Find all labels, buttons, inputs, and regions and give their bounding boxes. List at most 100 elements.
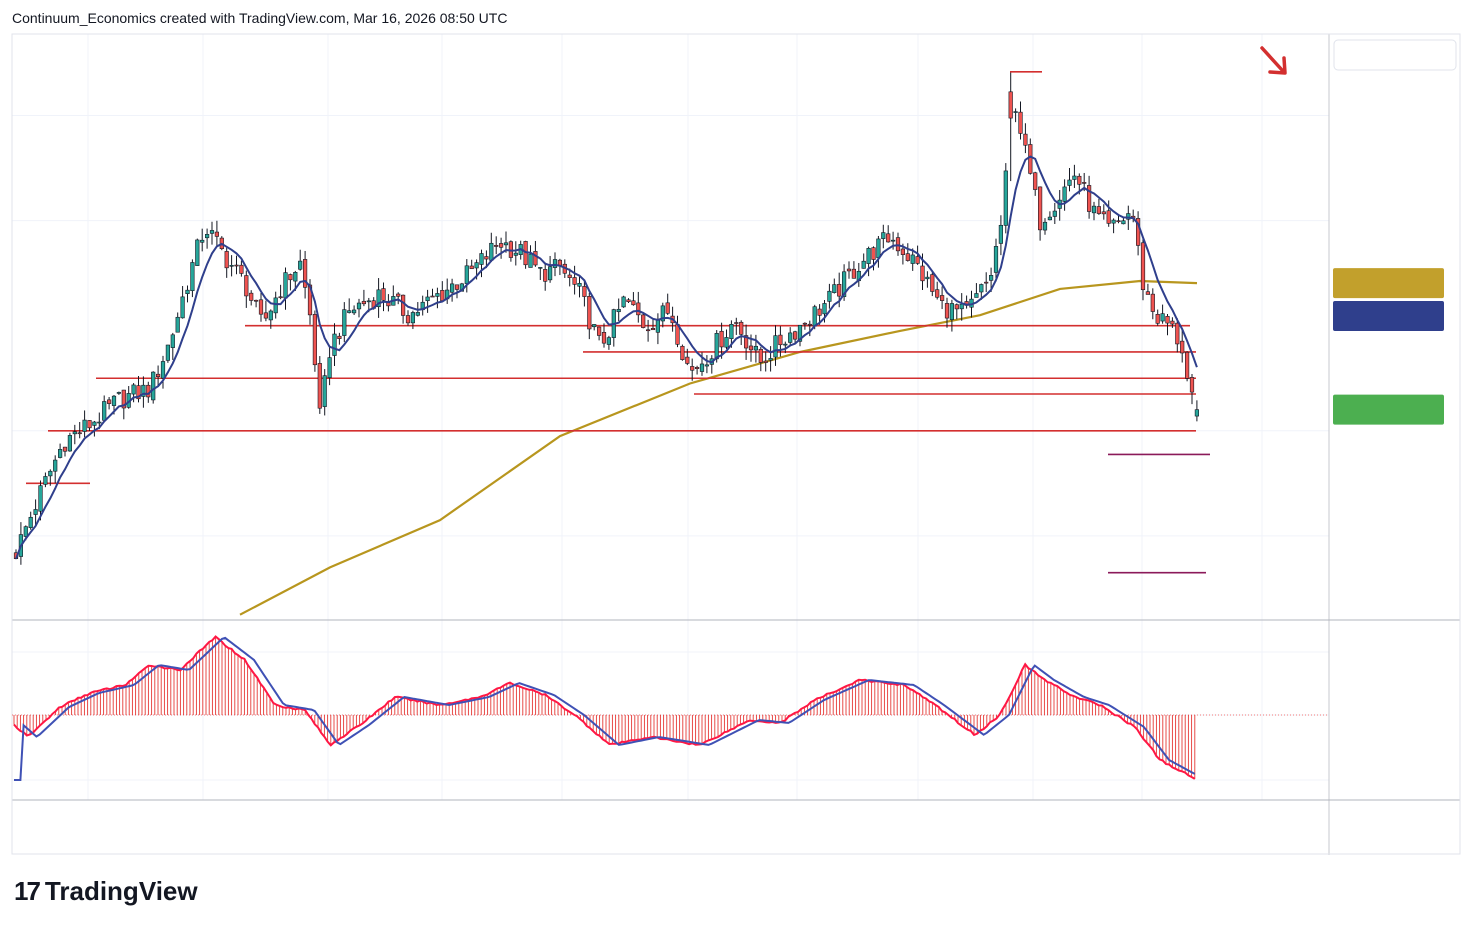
candle-body [278,296,283,299]
candle-body [337,335,342,339]
candle-body [1062,186,1067,202]
candle-body [175,316,180,333]
candle-body [601,332,607,344]
candle-body [396,293,401,297]
candle-body [430,295,435,298]
candle-body [205,234,210,239]
candle-body [151,371,156,401]
candle-body [254,299,259,302]
tradingview-logo[interactable]: 17 TradingView [14,876,198,907]
price-badge [1333,394,1444,425]
candle-body [641,314,646,328]
candle-body [596,326,602,336]
candle-body [587,296,592,330]
candle-body [792,331,798,340]
candle-body [283,272,288,299]
candle-body [1180,340,1185,354]
ma21-path [15,155,1198,560]
candle-body [1087,185,1092,212]
candle-body [802,322,807,325]
candle-body [136,385,141,400]
candle-body [489,242,494,261]
price-badge [1333,268,1444,299]
candle-body [920,265,925,282]
candle-body [1150,293,1155,312]
chart-frame [11,33,1461,855]
candle-body [72,431,77,435]
candle-body [788,332,793,343]
candle-body [729,323,734,339]
candle-body [180,296,185,319]
candle-body [366,300,371,303]
candle-body [160,361,166,379]
candle-body [1145,291,1150,295]
candle-body [993,246,999,273]
candle-body [650,328,656,331]
candle-body [400,294,406,316]
candle-body [1013,111,1018,113]
candle-body [930,274,935,292]
candle-body [214,231,220,237]
candle-body [273,297,278,314]
candle-body [347,310,352,313]
candle-body [1160,313,1165,322]
candle-body [979,284,984,293]
candle-body [342,309,347,336]
candle-body [886,233,891,243]
candle-body [1155,314,1160,324]
candle-body [82,419,87,432]
candle-body [616,308,621,313]
candle-body [890,239,896,242]
candle-body [699,363,705,372]
candle-body [1165,316,1170,324]
candle-body [783,343,788,346]
candle-body [900,248,905,255]
candle-body [704,364,709,367]
candle-body [988,275,994,281]
candle-body [332,333,337,356]
candle-body [895,237,901,252]
candle-body [552,259,558,268]
candle-body [915,256,920,264]
candle-body [1038,186,1043,231]
candle-body [131,384,136,395]
currency-box [1333,39,1457,71]
candle-body [660,305,665,322]
candle-body [1028,144,1033,174]
candle-body [533,251,538,266]
down-arrow-icon [1260,46,1284,72]
candle-body [356,302,362,310]
candle-body [102,401,107,421]
candle-body [567,274,572,278]
candle-body [440,290,445,302]
chart-labels [1010,46,1287,75]
candle-body [498,243,504,248]
candle-body [582,286,587,297]
candle-body [837,283,842,297]
candle-body [1185,351,1190,379]
candle-body [974,293,979,298]
candle-body [1091,205,1097,214]
candle-body [322,375,327,407]
candle-body [1126,213,1131,220]
candle-body [807,323,812,326]
candle-body [739,321,744,335]
candle-body [376,289,381,308]
candle-body [38,485,43,512]
candle-body [538,267,543,269]
candle-body [998,224,1003,244]
candle-body [479,253,484,265]
candle-body [719,330,724,348]
axes [1333,39,1457,425]
candle-body [107,399,112,404]
candle-body [1116,220,1121,223]
candle-body [866,248,871,264]
candle-body [484,256,489,260]
candle-body [435,293,440,297]
candle-body [312,314,318,366]
candle-body [405,315,411,324]
candle-body [288,274,293,281]
candle-body [244,275,249,297]
tension-indicator [12,635,1329,781]
